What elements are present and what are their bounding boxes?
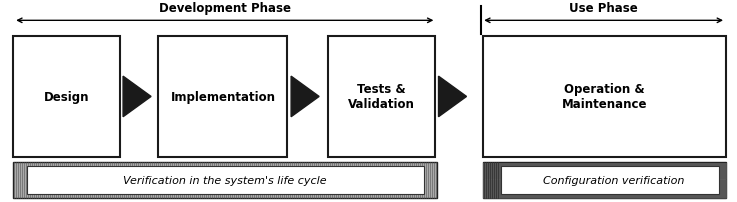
Bar [27,166,424,194]
Bar [483,36,726,158]
Text: Configuration verification: Configuration verification [542,175,684,185]
Bar [13,36,120,158]
Polygon shape [291,77,319,117]
Polygon shape [123,77,151,117]
Bar [158,36,287,158]
Text: Implementation: Implementation [170,90,276,103]
Polygon shape [439,77,467,117]
Bar [13,163,437,198]
Bar [483,163,726,198]
Text: Verification in the system's life cycle: Verification in the system's life cycle [123,175,327,185]
Bar [501,166,719,194]
Text: Design: Design [44,90,89,103]
Text: Use Phase: Use Phase [569,2,638,15]
Text: Tests &
Validation: Tests & Validation [348,83,415,111]
Text: Operation &
Maintenance: Operation & Maintenance [562,83,647,111]
Text: Development Phase: Development Phase [158,2,291,15]
Bar [328,36,435,158]
